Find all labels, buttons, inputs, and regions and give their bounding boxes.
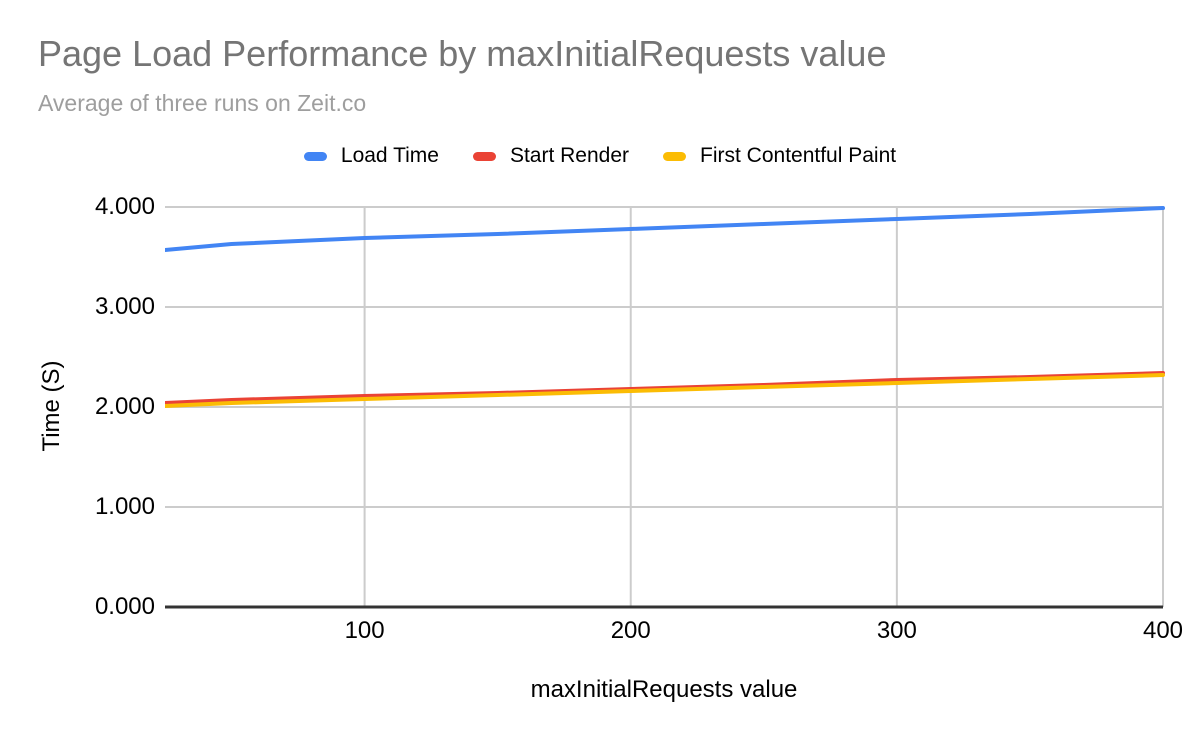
legend-label: Start Render [509,144,630,167]
series-line-load-time [165,206,1165,252]
plot-area [165,206,1165,609]
x-tick-label: 200 [610,617,651,644]
legend-item-load-time: Load Time [303,144,439,168]
chart-subtitle: Average of three runs on Zeit.co [38,90,367,116]
x-tick-label: 100 [344,617,385,644]
y-tick-label: 0.000 [94,593,155,620]
x-axis-title: maxInitialRequests value [530,676,798,703]
y-tick-label: 3.000 [94,293,155,320]
legend-item-start-render: Start Render [472,144,630,168]
y-tick-label: 4.000 [94,193,155,220]
series-line-first-contentful-paint [165,373,1165,408]
x-tick-label: 300 [876,617,917,644]
legend-item-first-contentful-paint: First Contentful Paint [663,144,896,168]
legend: Load Time Start Render First Contentful Pa… [0,142,1200,170]
legend-label: Load Time [340,144,439,167]
legend-label: First Contentful Paint [700,144,897,167]
x-tick-label: 400 [1142,617,1184,644]
legend-swatch-icon [663,151,687,161]
y-tick-label: 1.000 [94,493,155,520]
y-tick-label: 2.000 [94,393,155,420]
legend-swatch-icon [303,151,327,161]
legend-swatch-icon [472,151,496,161]
chart-title: Page Load Performance by maxInitialReque… [38,33,887,74]
